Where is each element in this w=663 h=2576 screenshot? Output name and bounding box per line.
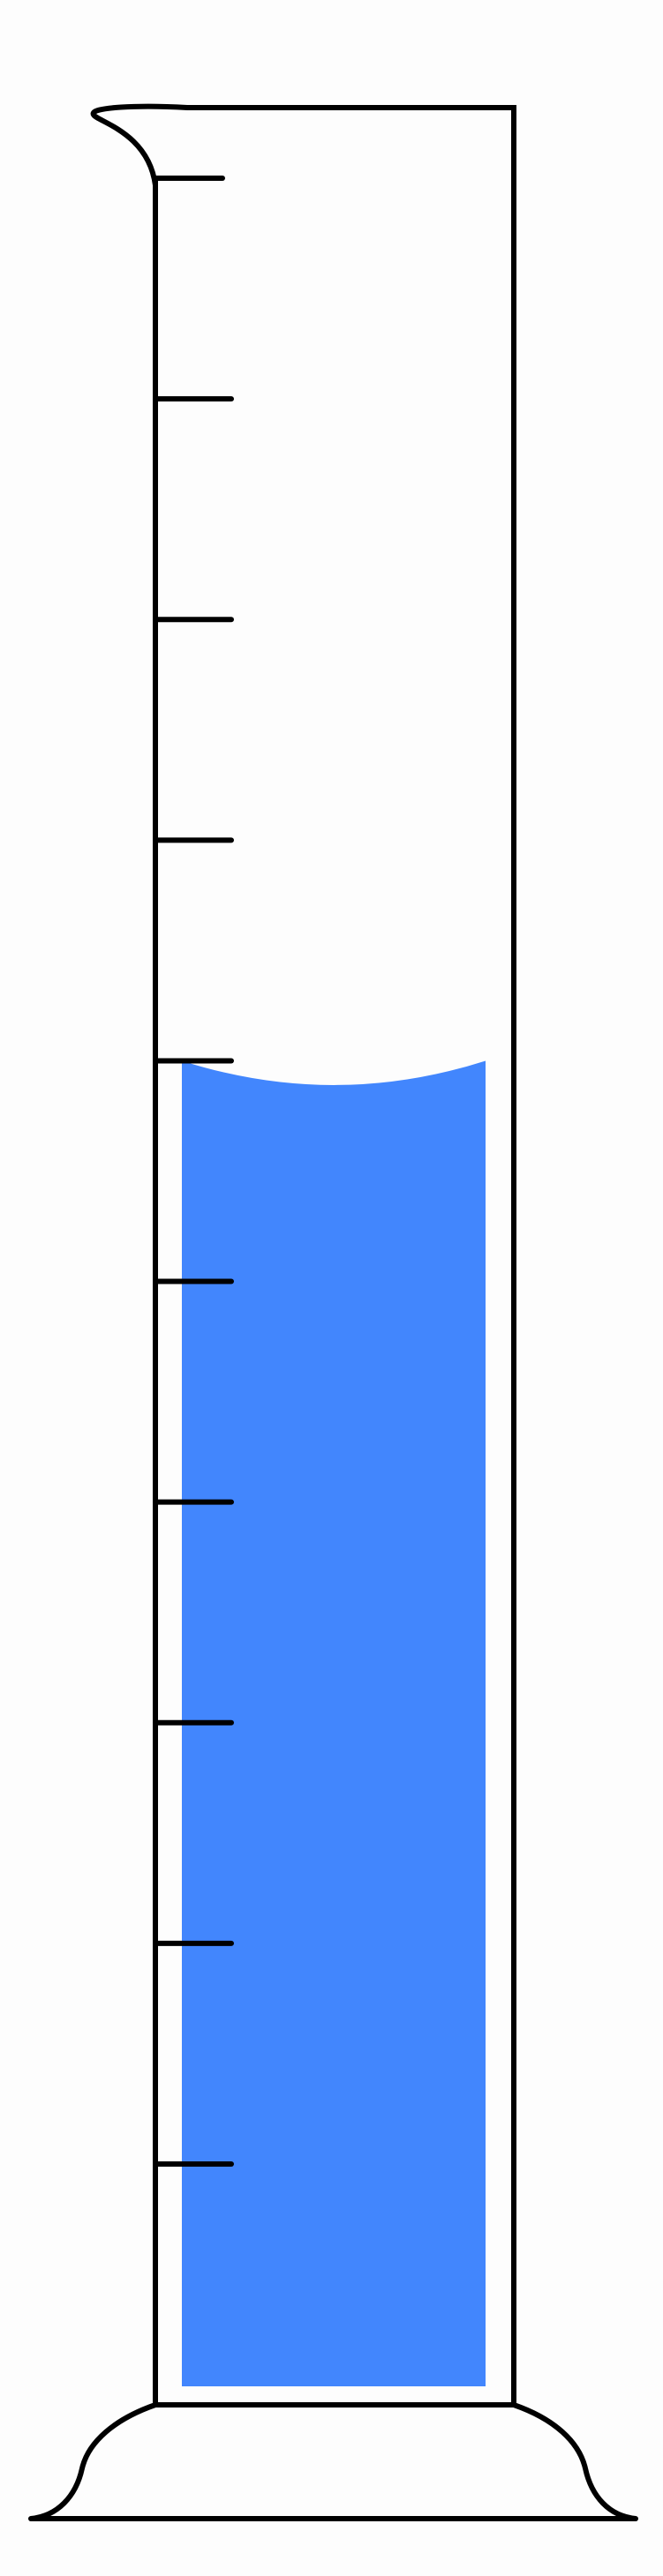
cylinder-body [28, 103, 638, 2521]
graduation-ticks [153, 176, 234, 2167]
base-right-foot [511, 2402, 638, 2521]
liquid-fill [182, 1060, 486, 2386]
liquid-layer [182, 1060, 486, 2386]
spout-rim [90, 103, 516, 188]
base-left-foot [28, 2402, 158, 2521]
